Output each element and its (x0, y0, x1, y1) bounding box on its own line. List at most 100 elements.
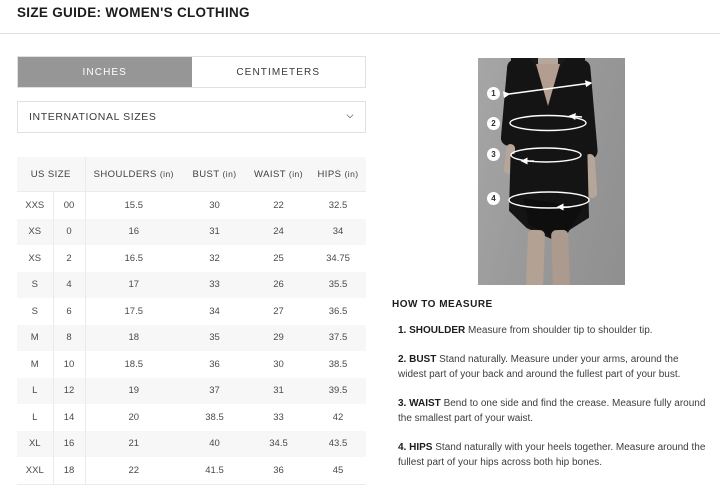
cell-us-size-letter: S (17, 298, 54, 325)
cell-us-size-number: 14 (53, 404, 86, 431)
cell-waist: 26 (273, 279, 284, 291)
cell-bust: 35 (209, 332, 220, 344)
table-row: M 8 18 35 29 37.5 (17, 324, 367, 351)
cell-shoulders: 20 (128, 411, 140, 423)
cell-bust: 30 (209, 199, 220, 211)
cell-hips: 32.5 (328, 199, 348, 211)
cell-us-size-number: 6 (53, 298, 86, 325)
cell-shoulders: 21 (128, 438, 140, 450)
how-to-measure-item-label: 1. SHOULDER (398, 325, 466, 336)
cell-shoulders: 22 (85, 457, 183, 485)
cell-waist: 33 (273, 411, 284, 423)
cell-bust: 33 (209, 279, 220, 291)
cell-waist: 25 (273, 252, 284, 264)
cell-bust: 32 (209, 252, 220, 264)
measure-marker-2: 2 (487, 117, 500, 130)
how-to-measure-item-text: Stand naturally with your heels together… (398, 441, 706, 469)
cell-hips: 38.5 (328, 358, 348, 370)
cell-shoulders: 18.5 (124, 358, 144, 370)
table-row: XXS 00 15.5 30 22 32.5 (17, 191, 367, 219)
cell-us-size-letter: M (17, 351, 54, 378)
cell-waist: 24 (273, 226, 284, 238)
cell-waist: 29 (273, 332, 284, 344)
cell-us-size-number: 8 (53, 324, 86, 351)
how-to-measure-item-text: Measure from shoulder tip to shoulder ti… (465, 325, 653, 336)
table-row: XS 0 16 31 24 34 (17, 218, 367, 245)
cell-hips: 36.5 (328, 305, 348, 317)
cell-us-size-letter: XL (17, 430, 54, 457)
header-text-waist: WAIST (254, 168, 286, 180)
cell-bust: 40 (209, 438, 220, 450)
cell-hips: 39.5 (328, 385, 348, 397)
cell-us-size-number: 16 (53, 430, 86, 457)
measure-panel: 1 2 3 4 HOW TO MEASURE 1. SHOULDER Measu… (392, 58, 708, 484)
table-row: XS 2 16.5 32 25 34.75 (17, 245, 367, 272)
how-to-measure-item: 4. HIPS Stand naturally with your heels … (392, 440, 708, 471)
header-unit-waist: (in) (288, 168, 303, 179)
header-text-shoulders: SHOULDERS (93, 168, 157, 180)
how-to-measure-item: 2. BUST Stand naturally. Measure under y… (392, 352, 708, 383)
tab-inches[interactable]: INCHES (18, 57, 192, 87)
chevron-down-icon (346, 112, 354, 120)
cell-shoulders: 17.5 (124, 305, 144, 317)
cell-us-size-number: 10 (53, 351, 86, 378)
how-to-measure-section: HOW TO MEASURE 1. SHOULDER Measure from … (392, 299, 708, 471)
cell-bust: 37 (209, 385, 220, 397)
measure-marker-1: 1 (487, 87, 500, 100)
cell-bust: 36 (209, 358, 220, 370)
hips-measure-loop (508, 191, 590, 209)
cell-bust: 34 (209, 305, 220, 317)
cell-us-size-letter: XS (17, 218, 54, 245)
cell-shoulders: 16.5 (124, 252, 144, 264)
bust-measure-loop (509, 114, 587, 132)
how-to-measure-item-label: 2. BUST (398, 353, 437, 365)
column-header-us-size: US SIZE (17, 157, 86, 192)
cell-shoulders: 17 (128, 279, 140, 291)
cell-us-size-number: 12 (53, 377, 86, 404)
how-to-measure-item-text: Stand naturally. Measure under your arms… (398, 353, 681, 381)
how-to-measure-item-label: 3. WAIST (398, 397, 441, 409)
cell-hips: 43.5 (328, 438, 348, 450)
cell-us-size-number: 18 (53, 457, 86, 485)
cell-us-size-letter: L (17, 404, 54, 431)
cell-us-size-letter: XXS (17, 191, 54, 219)
how-to-measure-item: 3. WAIST Bend to one side and find the c… (392, 396, 708, 427)
how-to-measure-title: HOW TO MEASURE (392, 299, 493, 310)
cell-shoulders: 16 (128, 226, 140, 238)
cell-us-size-number: 00 (53, 191, 86, 219)
size-chart-panel: INCHES CENTIMETERS INTERNATIONAL SIZES U… (17, 56, 367, 485)
header-unit-bust: (in) (222, 168, 237, 179)
cell-us-size-number: 4 (53, 271, 86, 298)
measurement-overlay (502, 80, 593, 211)
cell-shoulders: 18 (128, 332, 140, 344)
size-system-select[interactable]: INTERNATIONAL SIZES (17, 101, 366, 133)
table-header-row: US SIZE SHOULDERS (in) BUST (in) WAIST (… (17, 157, 367, 192)
table-row: M 10 18.5 36 30 38.5 (17, 351, 367, 378)
measure-marker-3: 3 (487, 148, 500, 161)
shoulder-measure-arrow (502, 80, 593, 99)
table-row: L 12 19 37 31 39.5 (17, 377, 367, 404)
column-header-shoulders: SHOULDERS (in) (85, 157, 183, 192)
cell-hips: 42 (332, 411, 344, 423)
how-to-measure-item: 1. SHOULDER Measure from shoulder tip to… (392, 323, 708, 339)
column-header-waist: WAIST (in) (247, 157, 311, 192)
cell-hips: 35.5 (328, 279, 348, 291)
cell-hips: 45 (310, 457, 367, 485)
cell-waist: 34.5 (269, 438, 288, 450)
cell-us-size-number: 2 (53, 245, 86, 272)
cell-hips: 34 (332, 226, 344, 238)
cell-hips: 37.5 (328, 332, 348, 344)
size-table: US SIZE SHOULDERS (in) BUST (in) WAIST (… (17, 157, 367, 485)
unit-tabs: INCHES CENTIMETERS (17, 56, 366, 88)
tab-centimeters[interactable]: CENTIMETERS (191, 57, 365, 87)
cell-waist: 36 (247, 457, 311, 485)
column-header-hips: HIPS (in) (310, 157, 367, 192)
cell-us-size-number: 0 (53, 218, 86, 245)
table-row: L 14 20 38.5 33 42 (17, 404, 367, 431)
cell-bust: 31 (209, 226, 220, 238)
cell-us-size-letter: XXL (17, 457, 54, 485)
model-photo: 1 2 3 4 (478, 58, 625, 285)
cell-bust: 41.5 (182, 457, 248, 485)
how-to-measure-item-label: 4. HIPS (398, 441, 433, 453)
table-row: XL 16 21 40 34.5 43.5 (17, 430, 367, 457)
